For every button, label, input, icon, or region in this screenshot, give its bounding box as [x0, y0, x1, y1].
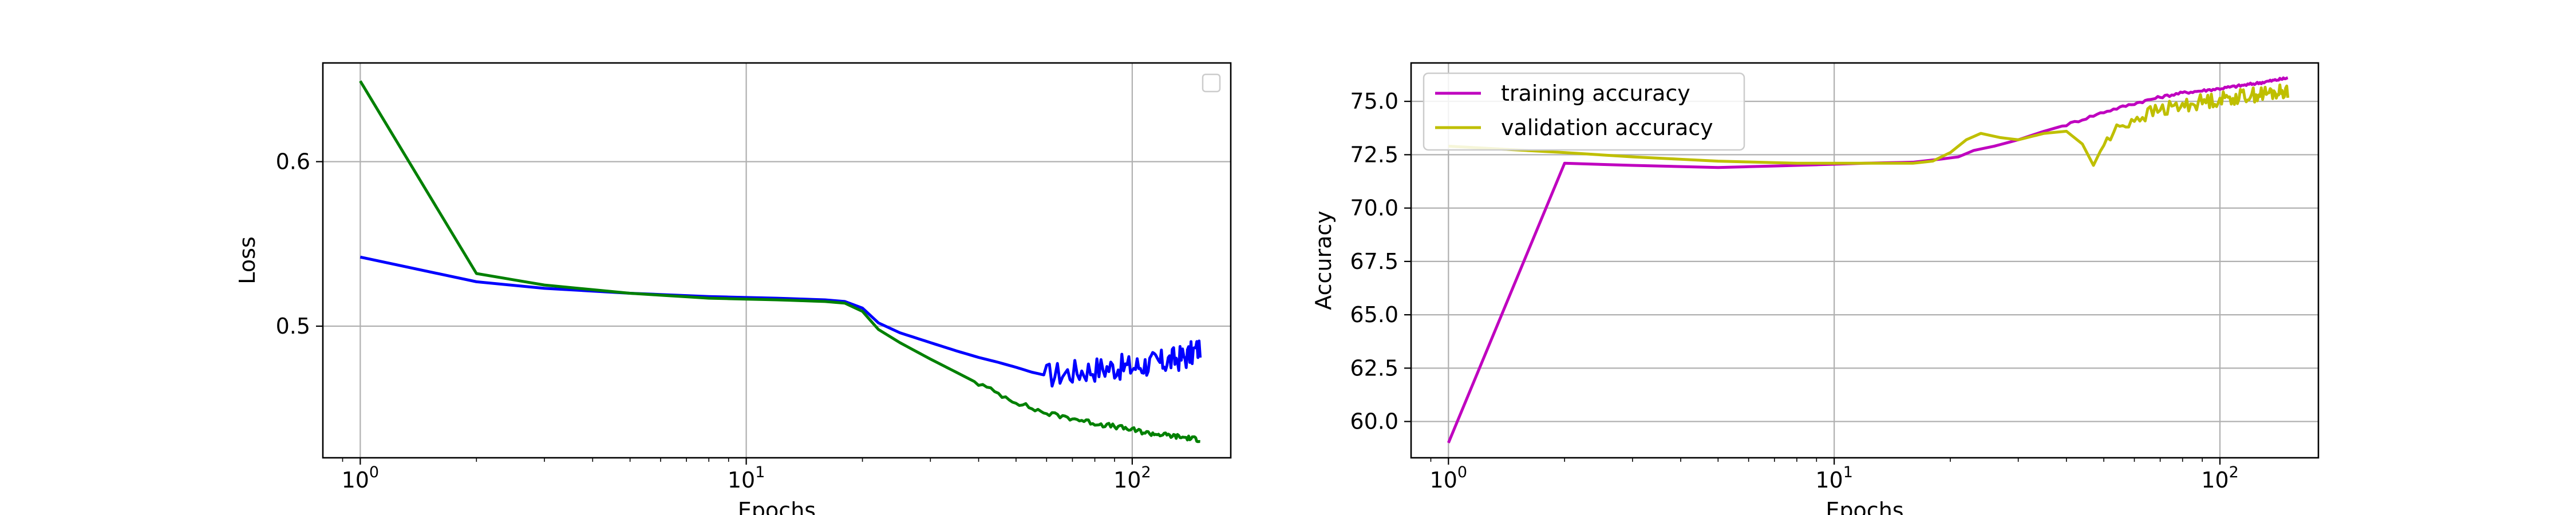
y-axis-label: Accuracy: [1311, 211, 1336, 310]
x-tick-label: 100: [342, 464, 380, 493]
legend: training accuracy validation accuracy: [1423, 72, 1745, 151]
legend-box: [1423, 72, 1745, 151]
y-axis-label: Loss: [235, 236, 260, 284]
series-line-validation-accuracy: [1448, 83, 2290, 167]
series-line-training-accuracy: [1447, 76, 2289, 443]
y-tick-label: 60.0: [1350, 409, 1398, 434]
x-tick-label: 101: [728, 464, 765, 493]
y-tick-label: 75.0: [1350, 89, 1398, 114]
y-tick-label: 70.0: [1350, 196, 1398, 221]
x-axis-label: Epochs: [1826, 498, 1903, 515]
y-tick-label: 0.6: [276, 149, 310, 175]
y-tick-label: 62.5: [1350, 355, 1398, 381]
chart-2: 100 101 102 60.0 62.5 65.0 67.5 70.0 72.5 75.0 Epo…: [1311, 62, 2320, 515]
series-line-2: [359, 80, 1201, 443]
x-axis-label: Epochs: [738, 498, 816, 515]
y-tick-label: 0.5: [276, 314, 310, 339]
x-tick-label: 101: [1815, 464, 1853, 493]
y-tick-label: 72.5: [1350, 142, 1398, 167]
legend-label: training accuracy: [1501, 81, 1690, 106]
plot-frame: [1410, 62, 2320, 459]
plot-frame: [322, 62, 1232, 459]
y-tick-label: 67.5: [1350, 249, 1398, 274]
legend-label: validation accuracy: [1501, 115, 1713, 140]
legend-box: [1202, 73, 1221, 93]
chart-1: 100 101 102 0.5 0.6 Epochs Loss: [235, 62, 1232, 515]
x-tick-label: 102: [1113, 464, 1151, 493]
x-tick-label: 102: [2201, 464, 2239, 493]
series-line-1: [359, 255, 1202, 388]
y-tick-label: 65.0: [1350, 302, 1398, 327]
x-tick-label: 100: [1430, 464, 1468, 493]
